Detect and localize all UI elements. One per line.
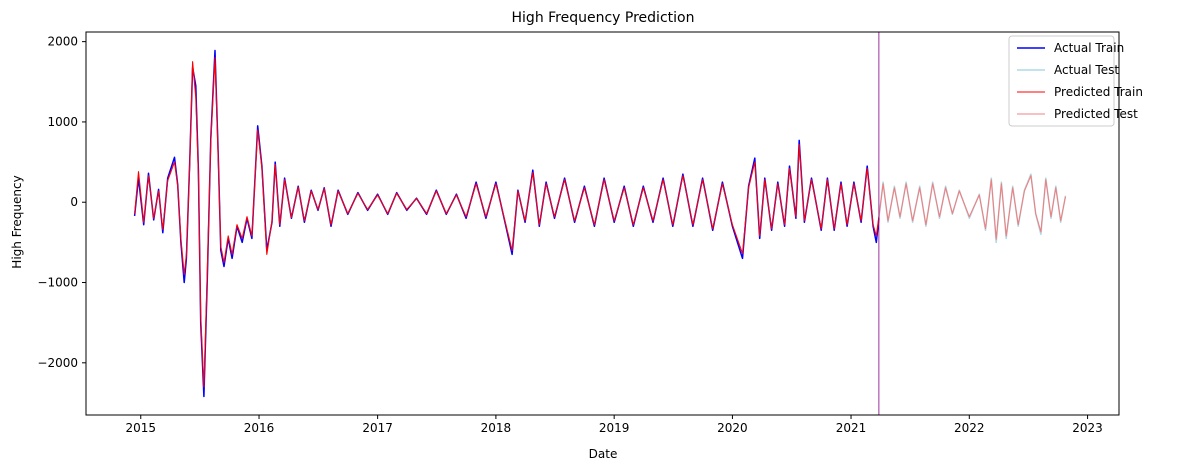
series-layer xyxy=(133,49,1067,398)
x-tick-label: 2022 xyxy=(954,421,985,435)
axes-layer: 2015 2016 2017 2018 2019 2020 2021 2022 2023 −200… xyxy=(37,31,1120,435)
legend-label: Actual Train xyxy=(1054,41,1124,55)
y-tick-label: 0 xyxy=(70,195,78,209)
plot-frame xyxy=(85,31,1120,416)
x-tick-label: 2019 xyxy=(599,421,630,435)
legend-box xyxy=(1008,35,1115,127)
x-axis-label: Date xyxy=(589,447,618,461)
legend-label: Actual Test xyxy=(1054,63,1119,77)
y-tick-label: −1000 xyxy=(37,276,78,290)
legend-label: Predicted Test xyxy=(1054,107,1138,121)
x-tick-label: 2017 xyxy=(362,421,393,435)
series-line-actual-train xyxy=(133,49,880,398)
series-line-predicted-test xyxy=(878,175,1067,240)
x-tick-label: 2021 xyxy=(836,421,867,435)
series-line-actual-test xyxy=(878,173,1067,244)
legend: Actual Train Actual Test Predicted Train Pr… xyxy=(1008,35,1143,127)
x-tick-label: 2016 xyxy=(244,421,275,435)
series-line-predicted-train xyxy=(134,57,880,388)
y-tick-label: 1000 xyxy=(47,115,78,129)
y-axis-label: High Frequency xyxy=(10,175,24,268)
x-tick-label: 2020 xyxy=(717,421,748,435)
x-tick-label: 2015 xyxy=(125,421,156,435)
y-tick-label: 2000 xyxy=(47,35,78,49)
y-tick-label: −2000 xyxy=(37,356,78,370)
chart-title: High Frequency Prediction xyxy=(512,10,695,26)
x-tick-label: 2023 xyxy=(1072,421,1103,435)
legend-label: Predicted Train xyxy=(1054,85,1143,99)
x-tick-label: 2018 xyxy=(481,421,512,435)
